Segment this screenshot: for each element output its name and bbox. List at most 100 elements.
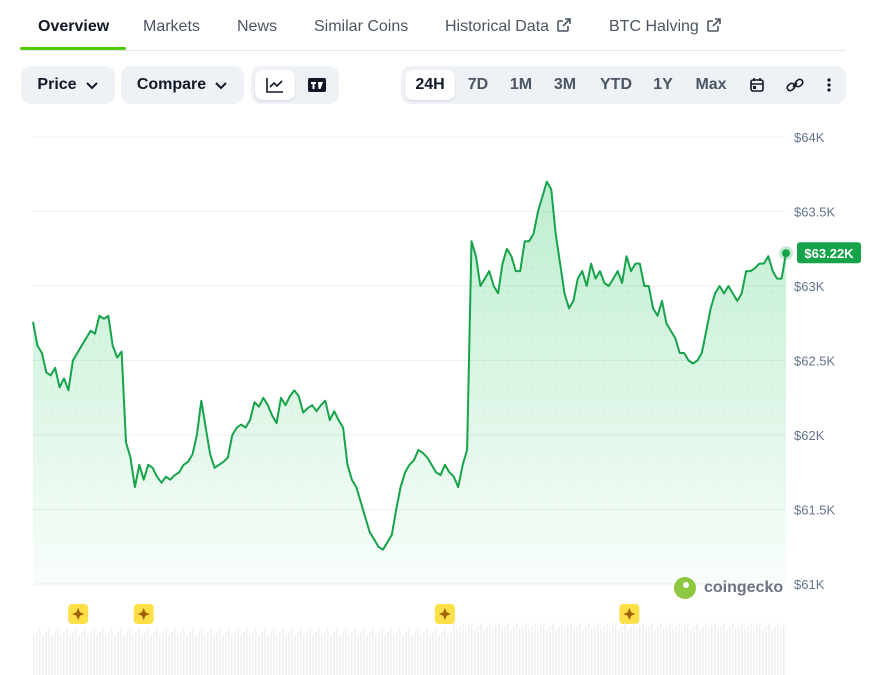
tab-news[interactable]: News [237, 18, 278, 35]
volume-bar [267, 635, 269, 675]
volume-bar [606, 623, 608, 675]
volume-bar [717, 629, 719, 675]
event-marker[interactable] [434, 604, 455, 624]
volume-bar [432, 632, 434, 675]
volume-bar [705, 623, 707, 675]
event-marker[interactable] [68, 604, 89, 624]
external-link-icon [707, 18, 721, 32]
volume-bar [309, 629, 311, 675]
volume-bar [474, 629, 476, 675]
volume-bar [702, 626, 704, 675]
volume-bar [597, 623, 599, 675]
event-marker[interactable] [133, 604, 154, 624]
volume-bar [168, 635, 170, 675]
compare-dropdown[interactable]: Compare [121, 66, 244, 104]
volume-bar [171, 632, 173, 675]
volume-bar [342, 632, 344, 675]
external-link-icon [557, 18, 571, 32]
volume-bar [663, 629, 665, 675]
volume-bar [366, 635, 368, 675]
volume-bar [183, 629, 185, 675]
share-link-button[interactable] [779, 70, 811, 100]
volume-bar [315, 632, 317, 675]
range-max-button[interactable]: Max [695, 76, 727, 93]
y-tick-label: $63.5K [794, 205, 836, 220]
volume-bar [675, 626, 677, 675]
volume-bar [645, 629, 647, 675]
tab-btc-halving[interactable]: BTC Halving [609, 18, 721, 36]
range-24h-button[interactable]: 24H [405, 70, 455, 100]
tab-similar-coins[interactable]: Similar Coins [314, 18, 409, 35]
volume-bar [237, 629, 239, 675]
volume-bar [207, 632, 209, 675]
volume-bar [243, 632, 245, 675]
line-chart-mode-button[interactable] [255, 70, 295, 100]
volume-bar [714, 623, 716, 675]
volume-bar [156, 629, 158, 675]
volume-bar [270, 632, 272, 675]
price-line [32, 180, 787, 551]
volume-bar [135, 632, 137, 675]
tradingview-icon [308, 78, 326, 92]
event-marker[interactable] [619, 604, 640, 624]
volume-bar [81, 632, 83, 675]
volume-bar [516, 623, 518, 675]
volume-bar [219, 629, 221, 675]
volume-bar [465, 629, 467, 675]
volume-bar [519, 629, 521, 675]
calendar-button[interactable] [741, 70, 773, 100]
volume-bar [759, 623, 761, 675]
volume-bar [567, 626, 569, 675]
volume-bar [111, 629, 113, 675]
tab-overview[interactable]: Overview [38, 18, 110, 35]
volume-bar [471, 623, 473, 675]
chevron-down-icon [215, 82, 227, 90]
range-1m-button[interactable]: 1M [509, 76, 533, 93]
volume-bar [393, 635, 395, 675]
volume-bar [375, 635, 377, 675]
volume-bar [723, 623, 725, 675]
tab-markets[interactable]: Markets [143, 18, 200, 35]
volume-bar [36, 632, 38, 675]
volume-bar [477, 626, 479, 675]
volume-bar [600, 629, 602, 675]
volume-bar [450, 632, 452, 675]
volume-bar [303, 635, 305, 675]
volume-bar [318, 629, 320, 675]
volume-bar [420, 635, 422, 675]
volume-bar [738, 626, 740, 675]
volume-bar [120, 629, 122, 675]
volume-bar [777, 623, 779, 675]
area-dot-texture [33, 181, 786, 584]
tradingview-mode-button[interactable] [299, 70, 335, 100]
volume-bar [669, 623, 671, 675]
volume-bar [690, 629, 692, 675]
range-3m-button[interactable]: 3M [553, 76, 577, 93]
more-options-button[interactable] [815, 70, 843, 100]
range-7d-button[interactable]: 7D [467, 76, 489, 93]
volume-bar [486, 626, 488, 675]
current-price-dot [779, 246, 793, 261]
price-dropdown[interactable]: Price [21, 66, 115, 104]
volume-bar [507, 623, 509, 675]
volume-bar [414, 632, 416, 675]
volume-bar [453, 623, 455, 675]
volume-bar [75, 629, 77, 675]
volume-bar [126, 632, 128, 675]
volume-bar [255, 629, 257, 675]
chevron-down-icon [85, 82, 98, 90]
volume-bar [273, 629, 275, 675]
volume-bar [222, 635, 224, 675]
volume-bar [321, 635, 323, 675]
volume-bar [747, 626, 749, 675]
range-ytd-button[interactable]: YTD [600, 76, 632, 93]
volume-bar [555, 629, 557, 675]
volume-bar [204, 635, 206, 675]
y-tick-label: $64K [794, 130, 825, 145]
range-1y-button[interactable]: 1Y [653, 76, 673, 93]
y-tick-label: $61K [794, 577, 825, 592]
volume-bar [426, 629, 428, 675]
volume-bar [741, 623, 743, 675]
tab-historical-data[interactable]: Historical Data [445, 18, 571, 36]
volume-bar [462, 623, 464, 675]
